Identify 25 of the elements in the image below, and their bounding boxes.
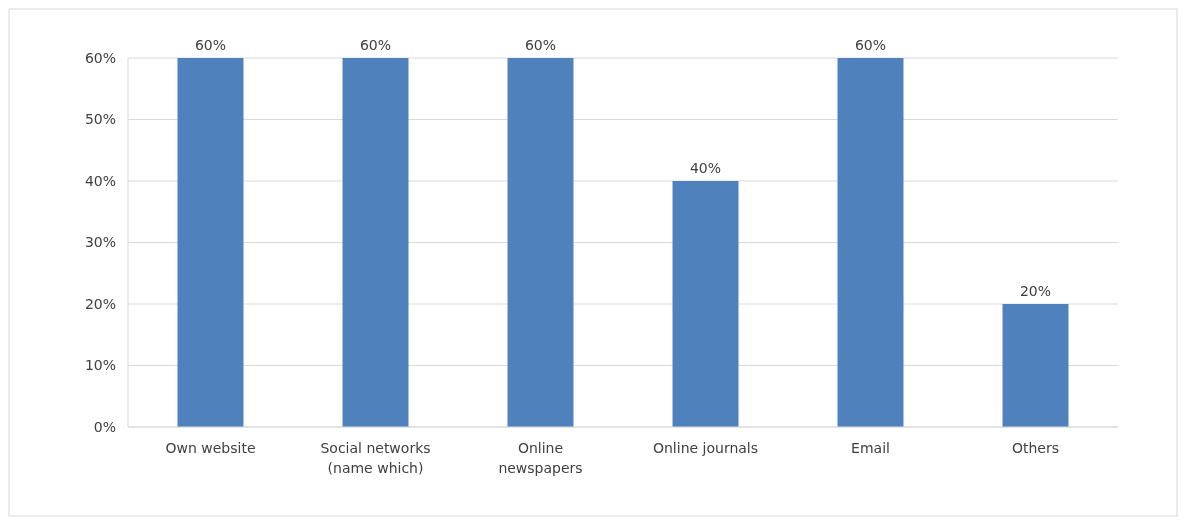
y-tick-label: 40%: [84, 172, 116, 189]
bar: [837, 58, 904, 427]
data-label: 60%: [194, 37, 227, 53]
y-tick-label: 10%: [84, 357, 116, 374]
bar: [672, 181, 739, 427]
y-tick-label: 60%: [84, 49, 116, 66]
x-tick-label: Online newspapers: [498, 440, 583, 476]
bar: [507, 58, 574, 427]
y-tick-label: 50%: [84, 111, 116, 128]
x-tick-label: Others: [1011, 440, 1060, 456]
data-label: 60%: [359, 37, 392, 53]
data-label: 20%: [1019, 283, 1052, 299]
x-tick-label: Email: [851, 440, 890, 456]
x-tick-label: Online journals: [652, 440, 759, 456]
data-label: 40%: [689, 160, 722, 176]
bar: [1002, 304, 1069, 427]
y-tick-label: 30%: [84, 234, 116, 251]
bar: [177, 58, 244, 427]
data-label: 60%: [524, 37, 557, 53]
x-tick-label: Own website: [165, 440, 256, 456]
x-tick-label: Social networks (name which): [320, 440, 431, 476]
y-tick-label: 0%: [93, 418, 116, 435]
bar: [342, 58, 409, 427]
y-tick-label: 20%: [84, 295, 116, 312]
data-label: 60%: [854, 37, 887, 53]
